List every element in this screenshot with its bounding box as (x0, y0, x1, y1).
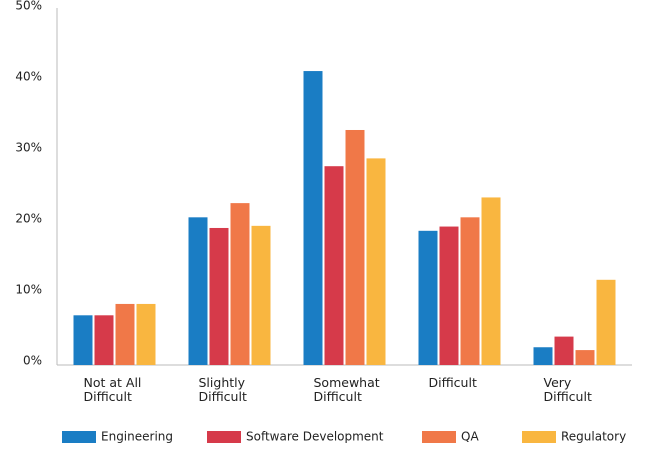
bar (481, 197, 501, 365)
legend-label: Engineering (101, 430, 173, 444)
bar (596, 279, 616, 365)
bar (418, 230, 438, 365)
bar (115, 303, 135, 365)
legend-label: QA (461, 430, 479, 444)
bar (73, 315, 93, 365)
bar (188, 217, 208, 365)
bar (575, 350, 595, 365)
bar (460, 217, 480, 365)
bar (230, 203, 250, 365)
legend-swatch (207, 431, 241, 443)
y-tick-label: 20% (15, 212, 42, 226)
bar (136, 303, 156, 365)
x-tick-label: Difficult (428, 375, 477, 390)
bar (209, 227, 229, 365)
x-tick-label: Very Difficult (543, 375, 592, 404)
legend-label: Software Development (246, 430, 384, 444)
y-tick-label: 0% (23, 354, 42, 368)
y-tick-label: 10% (15, 283, 42, 297)
x-tick-label: Somewhat Difficult (313, 375, 380, 404)
legend-label: Regulatory (561, 430, 626, 444)
legend-swatch (62, 431, 96, 443)
x-tick-label: Not at All Difficult (83, 375, 142, 404)
legend-swatch (522, 431, 556, 443)
bar (554, 336, 574, 365)
bar (366, 158, 386, 365)
bar (439, 226, 459, 365)
y-tick-label: 50% (15, 0, 42, 13)
bar (324, 166, 344, 365)
y-tick-label: 30% (15, 141, 42, 155)
bar (251, 225, 271, 365)
y-tick-label: 40% (15, 70, 42, 84)
legend-swatch (422, 431, 456, 443)
bar (303, 71, 323, 365)
bar (94, 315, 114, 365)
x-tick-label: Slightly Difficult (198, 375, 247, 404)
bar (345, 129, 365, 365)
bar (533, 347, 553, 365)
